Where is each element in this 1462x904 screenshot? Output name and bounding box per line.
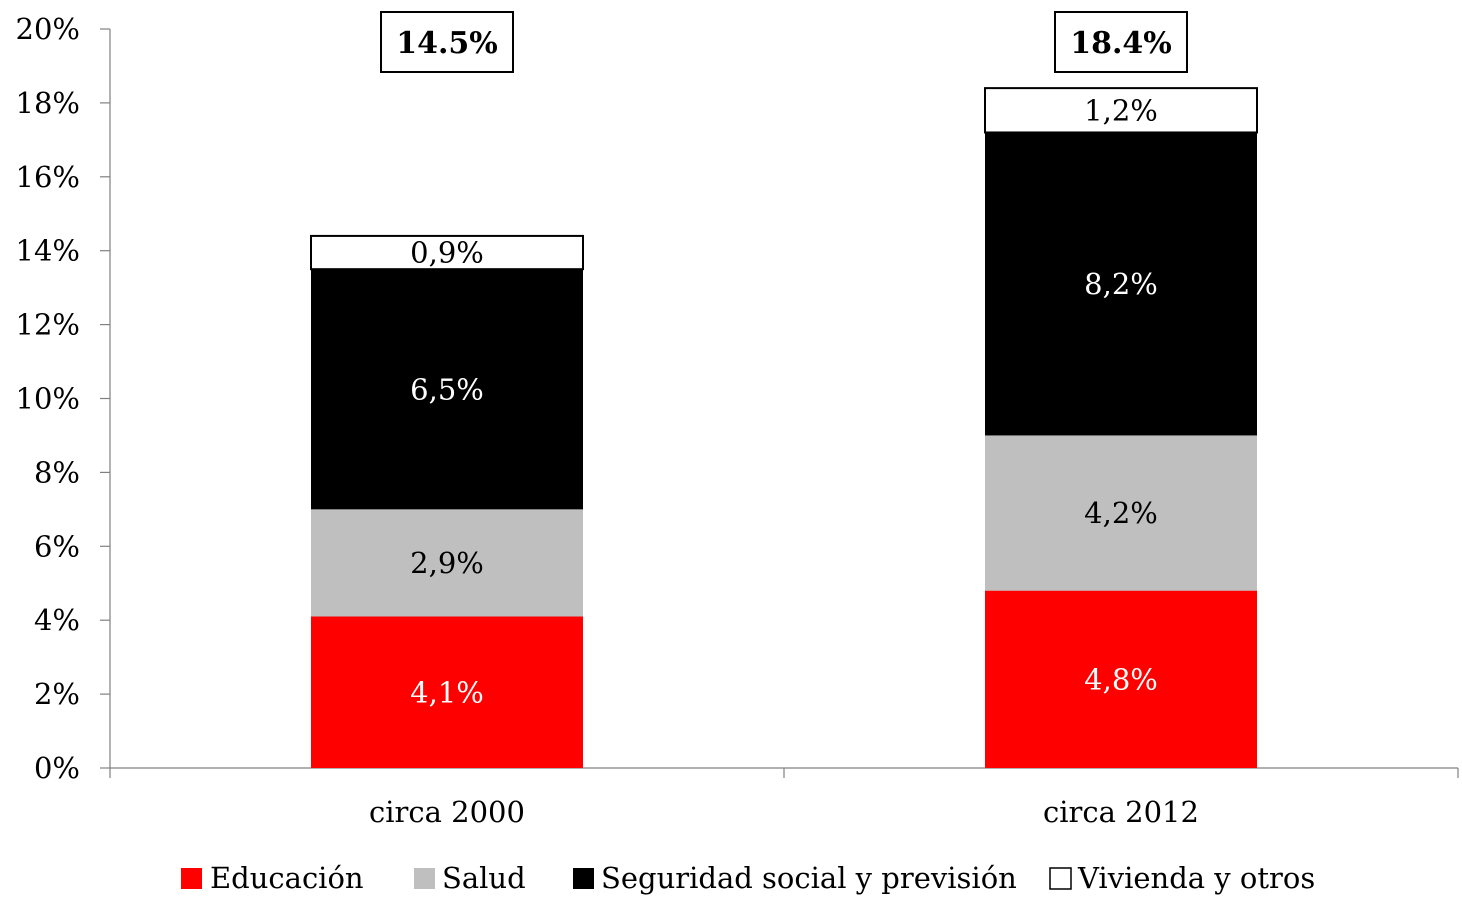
y-tick-label: 20% (16, 12, 80, 46)
y-tick-label: 6% (34, 529, 80, 563)
bar-segment (985, 132, 1257, 436)
legend-swatch (181, 868, 202, 889)
y-tick-label: 14% (16, 234, 80, 268)
y-tick-label: 10% (16, 382, 80, 416)
bar-segment (310, 234, 584, 271)
bar-value-label: 4,1% (410, 675, 484, 709)
y-tick-label: 2% (34, 677, 80, 711)
bar-value-label: 6,5% (410, 372, 484, 406)
y-tick-label: 18% (16, 86, 80, 120)
legend-label: Vivienda y otros (1077, 861, 1315, 895)
legend-swatch (573, 868, 594, 889)
bar-value-label: 4,2% (1084, 496, 1158, 530)
y-tick-label: 12% (16, 308, 80, 342)
bar-value-label: 1,2% (1084, 93, 1158, 127)
x-tick-label: circa 2000 (369, 795, 525, 829)
y-tick-label: 8% (34, 455, 80, 489)
bar-value-label: 4,8% (1084, 662, 1158, 696)
total-label: 18.4% (1070, 26, 1172, 61)
bar-segment (311, 269, 583, 510)
legend-swatch (414, 868, 435, 889)
legend-label: Educación (210, 861, 364, 895)
total-label: 14.5% (396, 26, 498, 61)
bar-segment (311, 509, 583, 617)
bar-value-label: 2,9% (410, 546, 484, 580)
bars (310, 87, 1258, 768)
y-tick-label: 0% (34, 751, 80, 785)
axes: 0% 2% 4% 6% 8% 10% 12% 14% 16% 18% 20% circa 2000 ci… (16, 12, 1459, 829)
bar-segment (985, 435, 1257, 591)
legend-swatch (1049, 867, 1072, 890)
y-tick-label: 4% (34, 603, 80, 637)
y-tick-label: 16% (16, 160, 80, 194)
bar-value-label: 8,2% (1084, 267, 1158, 301)
bar-value-label: 0,9% (410, 236, 484, 270)
total-label-box (1054, 11, 1188, 73)
legend-label: Seguridad social y previsión (601, 861, 1017, 895)
total-label-box (380, 11, 514, 73)
legend: Educación Salud Seguridad social y previsi… (181, 861, 1315, 895)
bar-segment (985, 590, 1257, 768)
bar-segment (984, 87, 1258, 134)
bar-segment (311, 616, 583, 768)
x-tick-label: circa 2012 (1043, 795, 1199, 829)
data-labels: 4,1% 2,9% 6,5% 0,9% 14.5% 4,8% 4,2% 8,2% 1,2% 18.… (380, 11, 1188, 709)
legend-label: Salud (442, 861, 526, 895)
